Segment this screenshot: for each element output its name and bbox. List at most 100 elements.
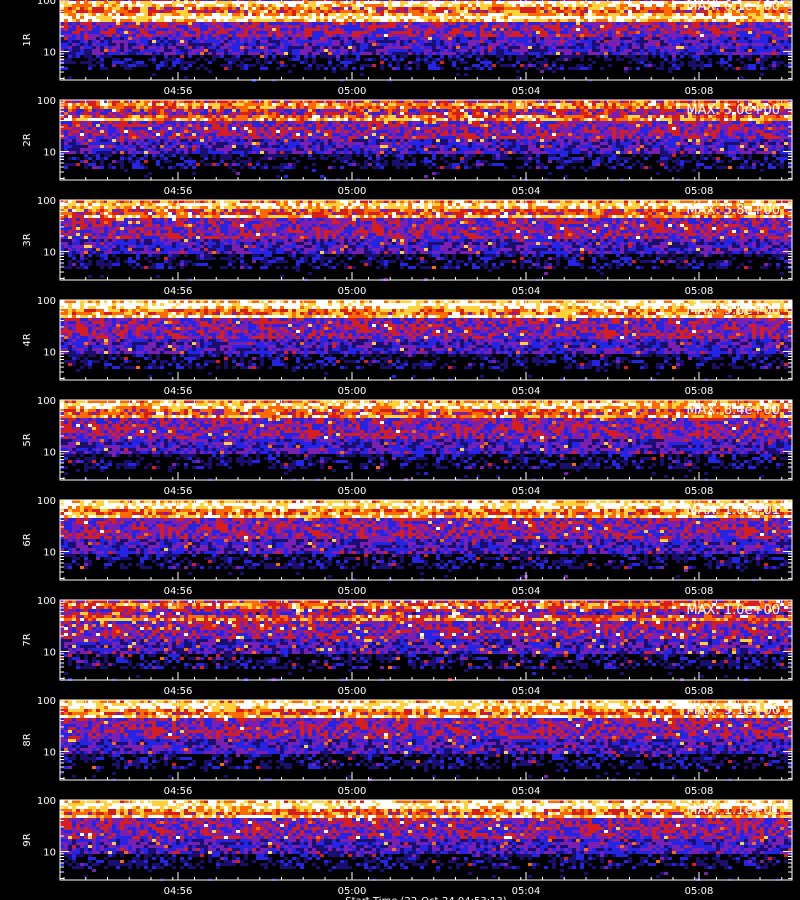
x-tick-label: 05:00 [338,486,367,497]
heatmap-cells [60,100,792,181]
x-tick-label: 05:00 [338,386,367,397]
max-label: MAX: 9.6e+00 [686,303,780,318]
panel-label: 7R [22,633,33,646]
x-axis: 04:56 05:00 05:04 05:08 [63,500,783,597]
max-label: MAX: 8.4e+00 [686,403,780,418]
y-tick-label: 100 [37,296,56,307]
x-tick-label: 04:56 [164,586,193,597]
x-tick-label: 05:04 [512,386,541,397]
x-tick-label: 05:00 [338,886,367,897]
x-axis: 04:56 05:00 05:04 05:08 [63,800,783,897]
heatmap-cells [60,600,792,681]
max-label: MAX: 1.0e+01 [686,503,780,518]
panel-7R: 100 10 04:56 05:00 05:04 05:08 7R MAX: 1.0e+00 [22,596,793,697]
x-tick-label: 05:08 [685,786,714,797]
panel-1R: 100 10 04:56 05:00 05:04 05:08 1R MAX: 6.1e+00 [22,0,793,97]
x-axis-label: Start Time (22-Oct-24 04:53:13) [345,896,506,900]
plot-frame [59,799,793,881]
y-tick-label: 100 [37,596,56,607]
x-tick-label: 05:00 [338,686,367,697]
y-axis: 100 10 [37,296,792,379]
x-tick-label: 05:04 [512,686,541,697]
x-tick-label: 04:56 [164,786,193,797]
y-tick-label: 100 [37,96,56,107]
y-axis: 100 10 [37,696,792,779]
y-tick-label: 10 [43,348,56,359]
x-axis: 04:56 05:00 05:04 05:08 [63,100,783,197]
panel-4R: 100 10 04:56 05:00 05:04 05:08 4R MAX: 9.6e+00 [22,296,793,397]
heatmap-cells [60,800,792,881]
max-label: MAX: 1.1e+01 [686,803,780,818]
y-tick-label: 100 [37,196,56,207]
x-axis: 04:56 05:00 05:04 05:08 [63,600,783,697]
y-tick-label: 100 [37,396,56,407]
x-tick-label: 05:08 [685,686,714,697]
y-axis: 100 10 [37,496,792,579]
x-tick-label: 05:08 [685,186,714,197]
y-tick-label: 10 [43,648,56,659]
x-tick-label: 05:08 [685,486,714,497]
x-tick-label: 04:56 [164,686,193,697]
y-tick-label: 10 [43,148,56,159]
panel-9R: 100 10 04:56 05:00 05:04 05:08 9R MAX: 1.1e+01 [22,796,793,897]
y-tick-label: 10 [43,748,56,759]
x-tick-label: 05:08 [685,286,714,297]
max-label: MAX: 6.1e+00 [686,0,780,14]
plot-frame [59,299,793,381]
x-tick-label: 05:00 [338,186,367,197]
heatmap-cells [60,0,792,82]
plot-frame [59,99,793,181]
y-tick-label: 10 [43,848,56,859]
x-tick-label: 04:56 [164,286,193,297]
panel-label: 4R [22,333,33,346]
x-tick-label: 05:08 [685,86,714,97]
x-tick-label: 04:56 [164,86,193,97]
heatmap-cells [60,500,792,581]
x-axis: 04:56 05:00 05:04 05:08 [63,700,783,797]
y-tick-label: 100 [37,796,56,807]
x-tick-label: 05:08 [685,886,714,897]
heatmap-cells [60,400,792,481]
x-tick-label: 05:04 [512,86,541,97]
panel-label: 1R [22,33,33,46]
x-tick-label: 05:04 [512,286,541,297]
max-label: MAX: 9.1e+00 [686,703,780,718]
x-tick-label: 05:08 [685,386,714,397]
x-tick-label: 04:56 [164,486,193,497]
x-axis: 04:56 05:00 05:04 05:08 [63,300,783,397]
panel-8R: 100 10 04:56 05:00 05:04 05:08 8R MAX: 9.1e+00 [22,696,793,797]
max-label: MAX: 5.8e+00 [686,203,780,218]
x-axis: 04:56 05:00 05:04 05:08 [63,0,783,97]
x-tick-label: 05:04 [512,886,541,897]
y-axis: 100 10 [37,196,792,279]
panel-label: 5R [22,433,33,446]
y-tick-label: 100 [37,696,56,707]
heatmap-cells [60,200,792,281]
y-tick-label: 10 [43,248,56,259]
heatmap-cells [60,700,792,781]
x-tick-label: 04:56 [164,886,193,897]
panel-label: 8R [22,733,33,746]
plot-frame [59,599,793,681]
y-tick-label: 100 [37,496,56,507]
y-tick-label: 10 [43,448,56,459]
max-label: MAX: 1.0e+00 [686,603,780,618]
max-label: MAX: 5.0e+00 [686,103,780,118]
y-axis: 100 10 [37,0,792,79]
x-tick-label: 05:08 [685,586,714,597]
plot-frame [59,0,793,81]
panel-label: 2R [22,133,33,146]
x-tick-label: 04:56 [164,186,193,197]
plot-frame [59,699,793,781]
y-tick-label: 100 [37,0,56,7]
x-tick-label: 04:56 [164,386,193,397]
y-axis: 100 10 [37,396,792,479]
y-axis: 100 10 [37,96,792,179]
x-tick-label: 05:00 [338,786,367,797]
x-axis: 04:56 05:00 05:04 05:08 [63,200,783,297]
y-axis: 100 10 [37,796,792,879]
panel-label: 9R [22,833,33,846]
panel-3R: 100 10 04:56 05:00 05:04 05:08 3R MAX: 5.8e+00 [22,196,793,297]
x-tick-label: 05:04 [512,586,541,597]
